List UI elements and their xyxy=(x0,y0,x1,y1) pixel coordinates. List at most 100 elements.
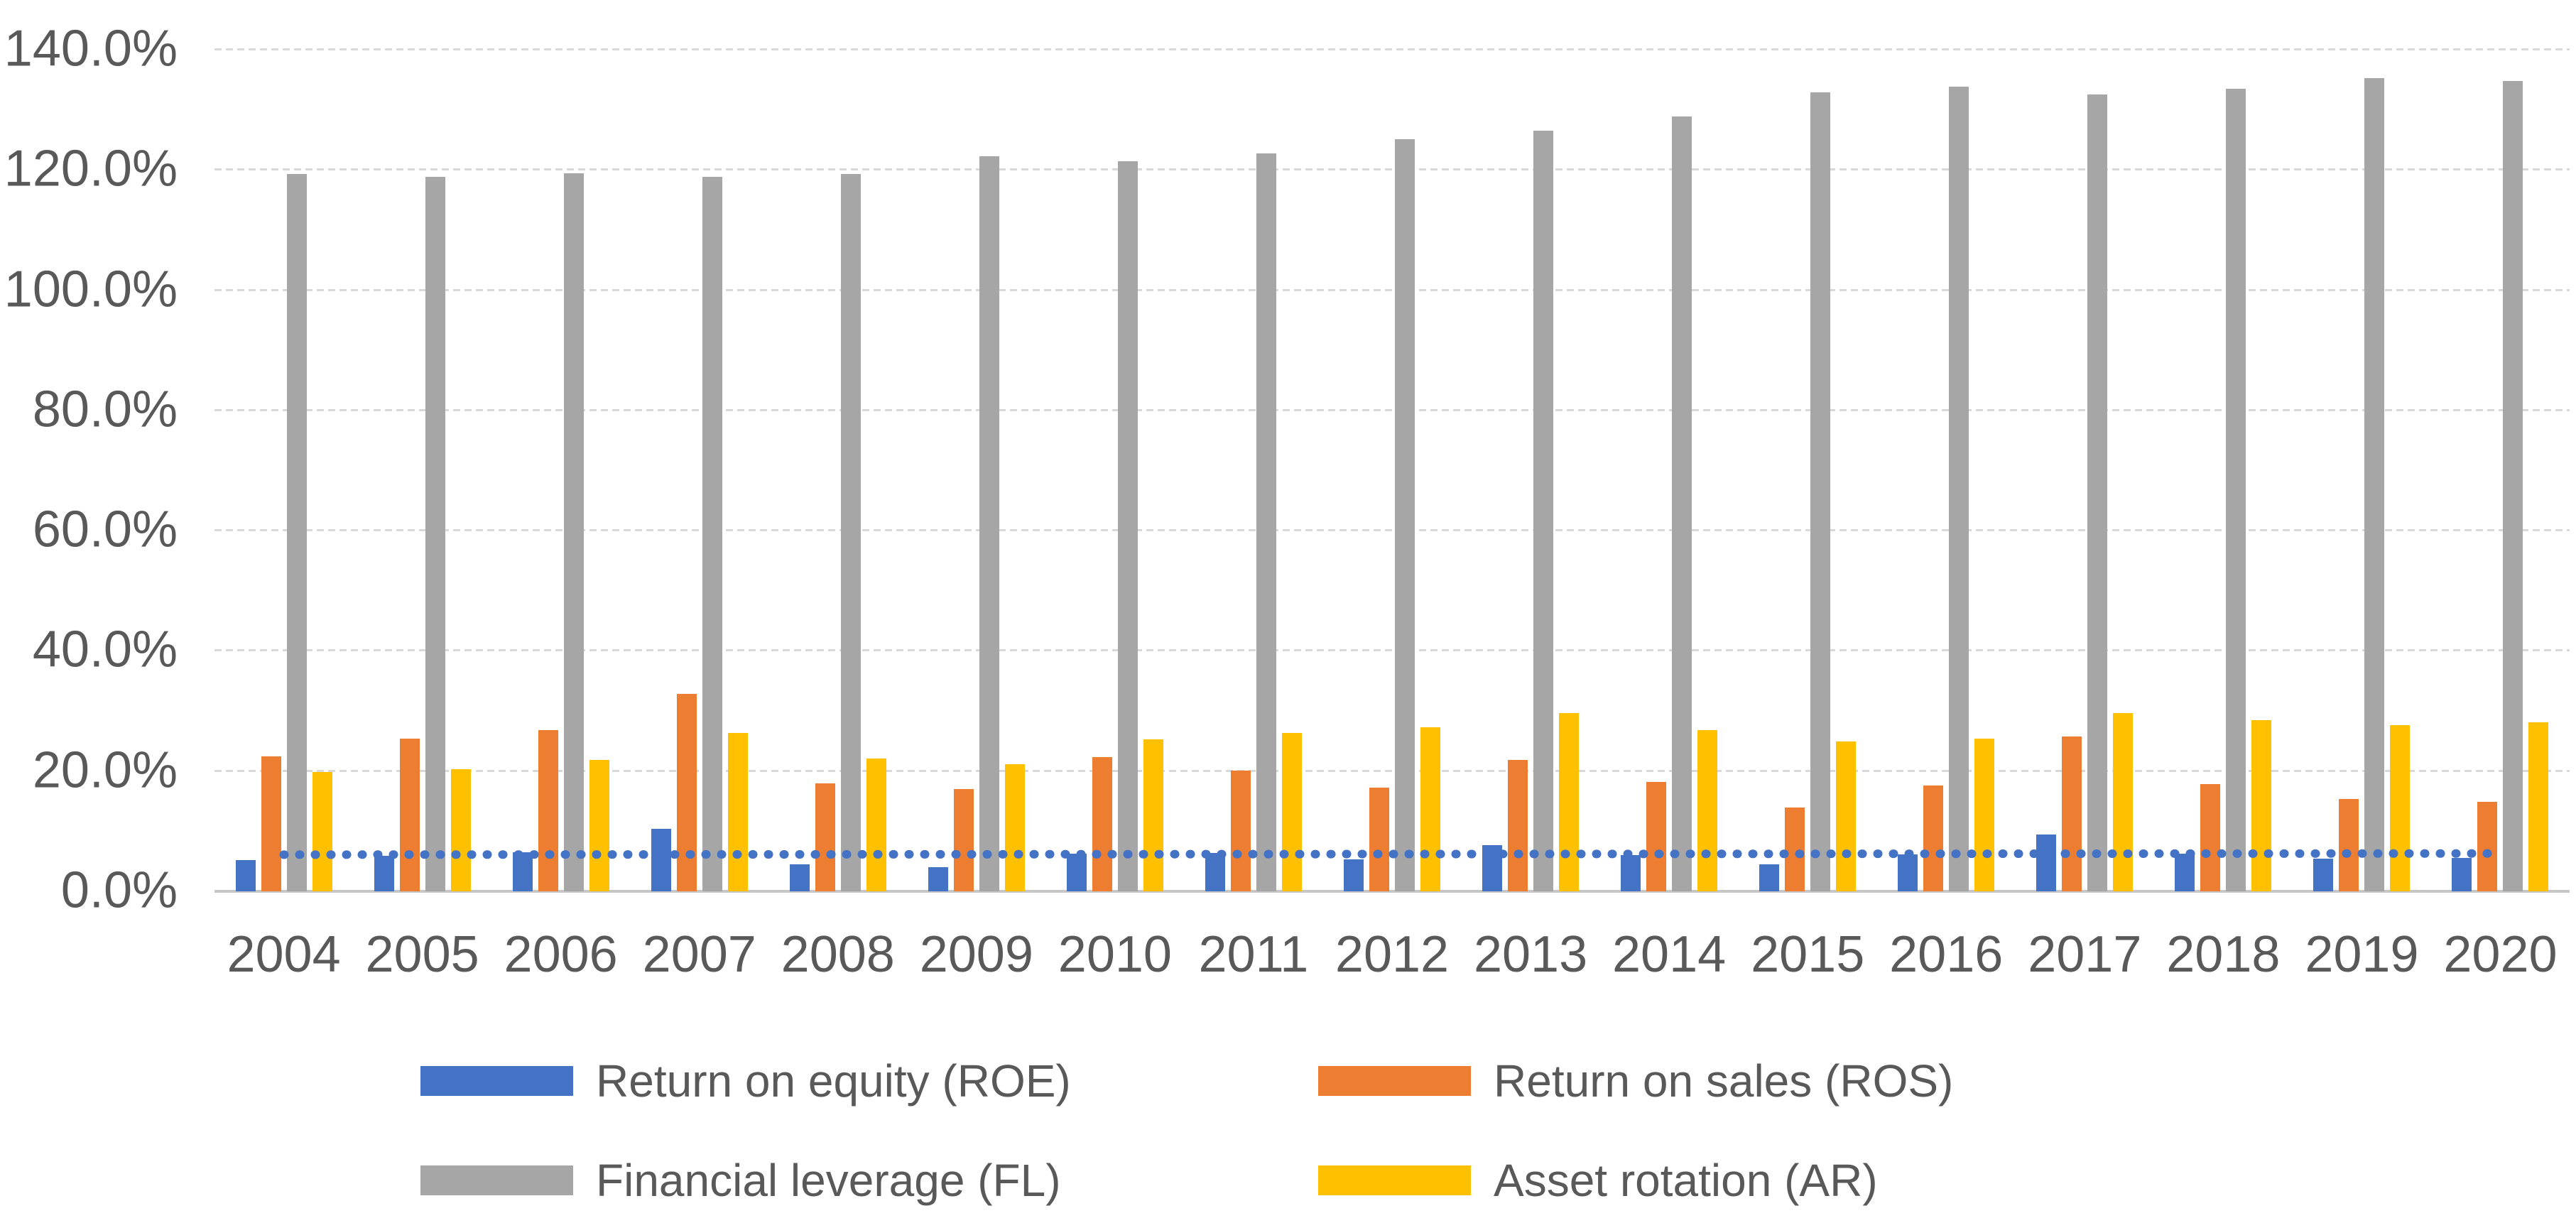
bar-fl-2020 xyxy=(2503,81,2523,891)
bar-ros-2011 xyxy=(1230,770,1251,891)
bar-ros-2005 xyxy=(399,739,420,891)
legend-item-ar: Asset rotation (AR) xyxy=(1318,1158,1878,1203)
x-tick-label: 2010 xyxy=(1058,926,1172,983)
bar-roe-2019 xyxy=(2313,859,2334,891)
bar-roe-2010 xyxy=(1066,853,1087,891)
x-tick-label: 2014 xyxy=(1612,926,1727,983)
bar-fl-2006 xyxy=(563,173,584,891)
bar-ar-2008 xyxy=(866,758,886,891)
x-tick-label: 2018 xyxy=(2166,926,2281,983)
gridline xyxy=(214,529,2570,532)
bar-ar-2006 xyxy=(589,760,609,891)
legend-label-ar: Asset rotation (AR) xyxy=(1494,1155,1878,1206)
x-axis: 2004 2005 2006 2007 2008 2009 2010 2011 2012 2013… xyxy=(214,925,2570,996)
roe-color-swatch xyxy=(420,1066,573,1096)
legend-item-fl: Financial leverage (FL) xyxy=(420,1158,1061,1203)
bar-ar-2009 xyxy=(1004,764,1025,891)
bar-ar-2018 xyxy=(2251,719,2272,891)
gridline xyxy=(214,48,2570,50)
legend-label-fl: Financial leverage (FL) xyxy=(596,1155,1061,1206)
bar-fl-2018 xyxy=(2226,89,2246,891)
bar-fl-2009 xyxy=(979,156,999,891)
bar-ar-2016 xyxy=(1974,739,1995,891)
fl-color-swatch xyxy=(420,1165,573,1195)
x-tick-label: 2019 xyxy=(2305,926,2419,983)
x-tick-label: 2016 xyxy=(1889,926,2004,983)
bar-ros-2017 xyxy=(2062,736,2082,891)
bar-fl-2015 xyxy=(1810,92,1831,891)
bar-roe-2008 xyxy=(789,864,810,891)
bar-roe-2013 xyxy=(1482,844,1503,891)
bar-fl-2007 xyxy=(702,176,722,891)
bar-ar-2019 xyxy=(2390,725,2411,891)
bar-ros-2008 xyxy=(815,783,835,891)
bar-ros-2019 xyxy=(2339,798,2359,891)
bar-ros-2012 xyxy=(1369,788,1389,891)
bar-ar-2015 xyxy=(1836,741,1857,891)
bar-ros-2020 xyxy=(2477,801,2498,891)
bar-roe-2012 xyxy=(1344,859,1364,891)
bar-ar-2014 xyxy=(1697,730,1718,891)
legend-item-ros: Return on sales (ROS) xyxy=(1318,1058,1953,1104)
x-tick-label: 2006 xyxy=(504,926,618,983)
plot-area xyxy=(214,48,2570,893)
y-tick-label: 0.0% xyxy=(60,861,178,919)
bar-ros-2016 xyxy=(1923,786,1944,891)
bar-fl-2019 xyxy=(2364,77,2385,891)
bar-fl-2005 xyxy=(425,176,445,891)
bar-fl-2010 xyxy=(1117,161,1138,891)
bar-ros-2006 xyxy=(538,730,558,891)
y-tick-label: 40.0% xyxy=(32,621,178,678)
bar-roe-2009 xyxy=(928,867,948,891)
gridline xyxy=(214,408,2570,411)
bar-roe-2020 xyxy=(2452,858,2472,891)
bar-roe-2005 xyxy=(374,856,394,891)
gridline xyxy=(214,649,2570,652)
x-tick-label: 2008 xyxy=(781,926,895,983)
bar-ros-2018 xyxy=(2200,784,2221,891)
bar-fl-2017 xyxy=(2087,94,2108,891)
bar-fl-2016 xyxy=(1949,86,1969,891)
bar-ros-2009 xyxy=(953,789,974,891)
bar-ar-2017 xyxy=(2113,712,2134,891)
bar-roe-2016 xyxy=(1898,854,1918,891)
x-tick-label: 2005 xyxy=(365,926,479,983)
x-tick-label: 2009 xyxy=(919,926,1033,983)
y-tick-label: 60.0% xyxy=(32,501,178,558)
gridline xyxy=(214,769,2570,772)
x-tick-label: 2020 xyxy=(2443,926,2558,983)
bar-roe-2006 xyxy=(512,852,533,891)
bar-fl-2008 xyxy=(840,174,861,891)
bar-ar-2010 xyxy=(1143,739,1163,891)
bar-fl-2012 xyxy=(1395,139,1415,891)
x-tick-label: 2012 xyxy=(1335,926,1450,983)
bar-ar-2005 xyxy=(450,769,471,891)
legend-item-roe: Return on equity (ROE) xyxy=(420,1058,1071,1104)
bar-roe-2007 xyxy=(651,828,671,891)
bar-roe-2014 xyxy=(1621,855,1641,891)
bar-ros-2015 xyxy=(1785,807,1805,891)
bar-ros-2013 xyxy=(1508,759,1528,891)
gridline xyxy=(214,168,2570,171)
bar-roe-2011 xyxy=(1205,852,1225,891)
bar-ar-2013 xyxy=(1559,712,1580,891)
y-tick-label: 140.0% xyxy=(4,20,178,77)
ros-color-swatch xyxy=(1318,1066,1471,1096)
bar-ar-2011 xyxy=(1281,733,1302,891)
bar-roe-2004 xyxy=(235,860,256,891)
x-axis-line xyxy=(214,890,2570,893)
bar-ar-2020 xyxy=(2528,722,2549,891)
x-tick-label: 2017 xyxy=(2028,926,2142,983)
x-tick-label: 2013 xyxy=(1473,926,1588,983)
bar-fl-2004 xyxy=(286,174,307,891)
bar-roe-2018 xyxy=(2175,853,2195,891)
y-tick-label: 80.0% xyxy=(32,381,178,438)
y-tick-label: 100.0% xyxy=(4,260,178,317)
x-tick-label: 2011 xyxy=(1198,926,1309,983)
bar-roe-2015 xyxy=(1759,864,1780,891)
x-tick-label: 2007 xyxy=(642,926,756,983)
ar-color-swatch xyxy=(1318,1165,1471,1195)
y-tick-label: 120.0% xyxy=(4,140,178,197)
x-tick-label: 2015 xyxy=(1751,926,1865,983)
bar-fl-2013 xyxy=(1533,131,1554,891)
